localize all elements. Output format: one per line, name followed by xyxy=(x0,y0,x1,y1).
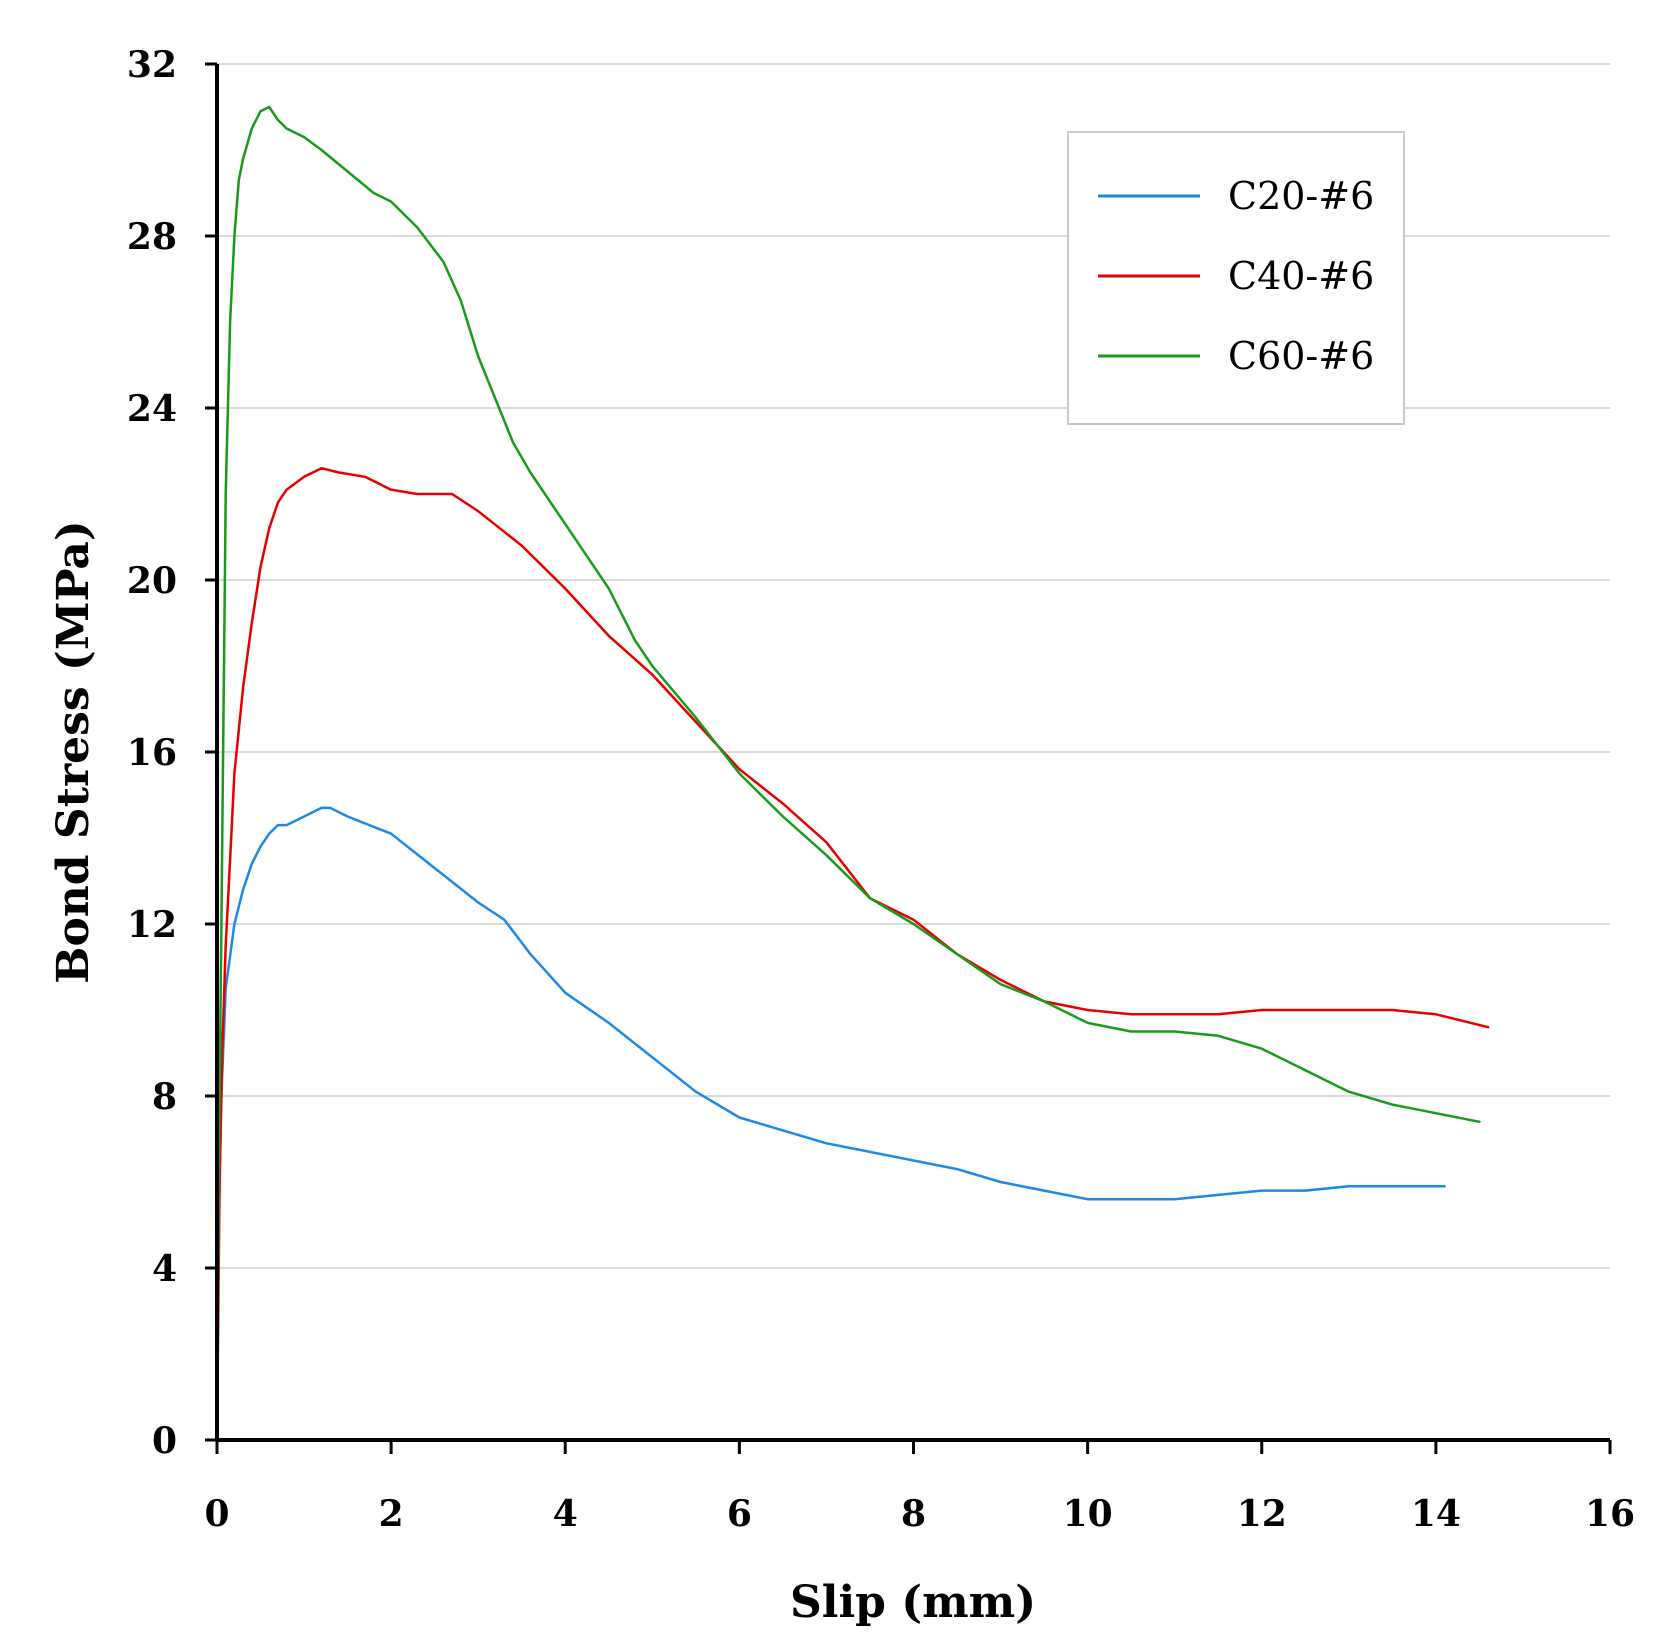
x-axis-title: Slip (mm) xyxy=(790,1577,1036,1628)
x-tick-label: 4 xyxy=(553,1493,578,1535)
y-tick-label: 8 xyxy=(152,1076,177,1118)
x-tick-label: 14 xyxy=(1411,1493,1461,1535)
y-axis-title: Bond Stress (MPa) xyxy=(48,520,99,984)
series-line-c60-6 xyxy=(215,105,1481,1442)
legend: C20-#6 C40-#6 C60-#6 xyxy=(1067,131,1405,425)
y-tick-label: 16 xyxy=(127,732,177,774)
x-tick-label: 12 xyxy=(1237,1493,1287,1535)
series-line-c40-6 xyxy=(215,466,1490,1442)
y-tick-label: 12 xyxy=(127,904,177,946)
y-tick-label: 4 xyxy=(152,1248,177,1290)
y-tick-label: 28 xyxy=(127,216,177,258)
legend-label: C40-#6 xyxy=(1228,254,1374,298)
x-tick-label: 8 xyxy=(901,1493,926,1535)
x-tick-label: 0 xyxy=(204,1493,229,1535)
legend-label: C60-#6 xyxy=(1228,334,1374,378)
x-tick-label: 10 xyxy=(1063,1493,1113,1535)
x-tick-label: 6 xyxy=(727,1493,752,1535)
y-tick-label: 0 xyxy=(152,1420,177,1462)
legend-box xyxy=(1067,131,1405,425)
x-tick-label: 2 xyxy=(379,1493,404,1535)
series-lines xyxy=(215,105,1490,1442)
series-line-c20-6 xyxy=(215,806,1446,1442)
y-tick-label: 32 xyxy=(127,44,177,86)
legend-label: C20-#6 xyxy=(1228,174,1374,218)
x-tick-label: 16 xyxy=(1585,1493,1635,1535)
y-tick-label: 24 xyxy=(127,388,177,430)
y-tick-label: 20 xyxy=(127,560,177,602)
